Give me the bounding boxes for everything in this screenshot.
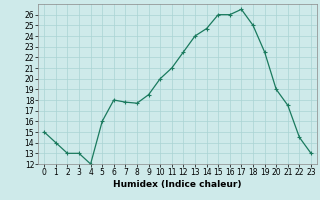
X-axis label: Humidex (Indice chaleur): Humidex (Indice chaleur) bbox=[113, 180, 242, 189]
